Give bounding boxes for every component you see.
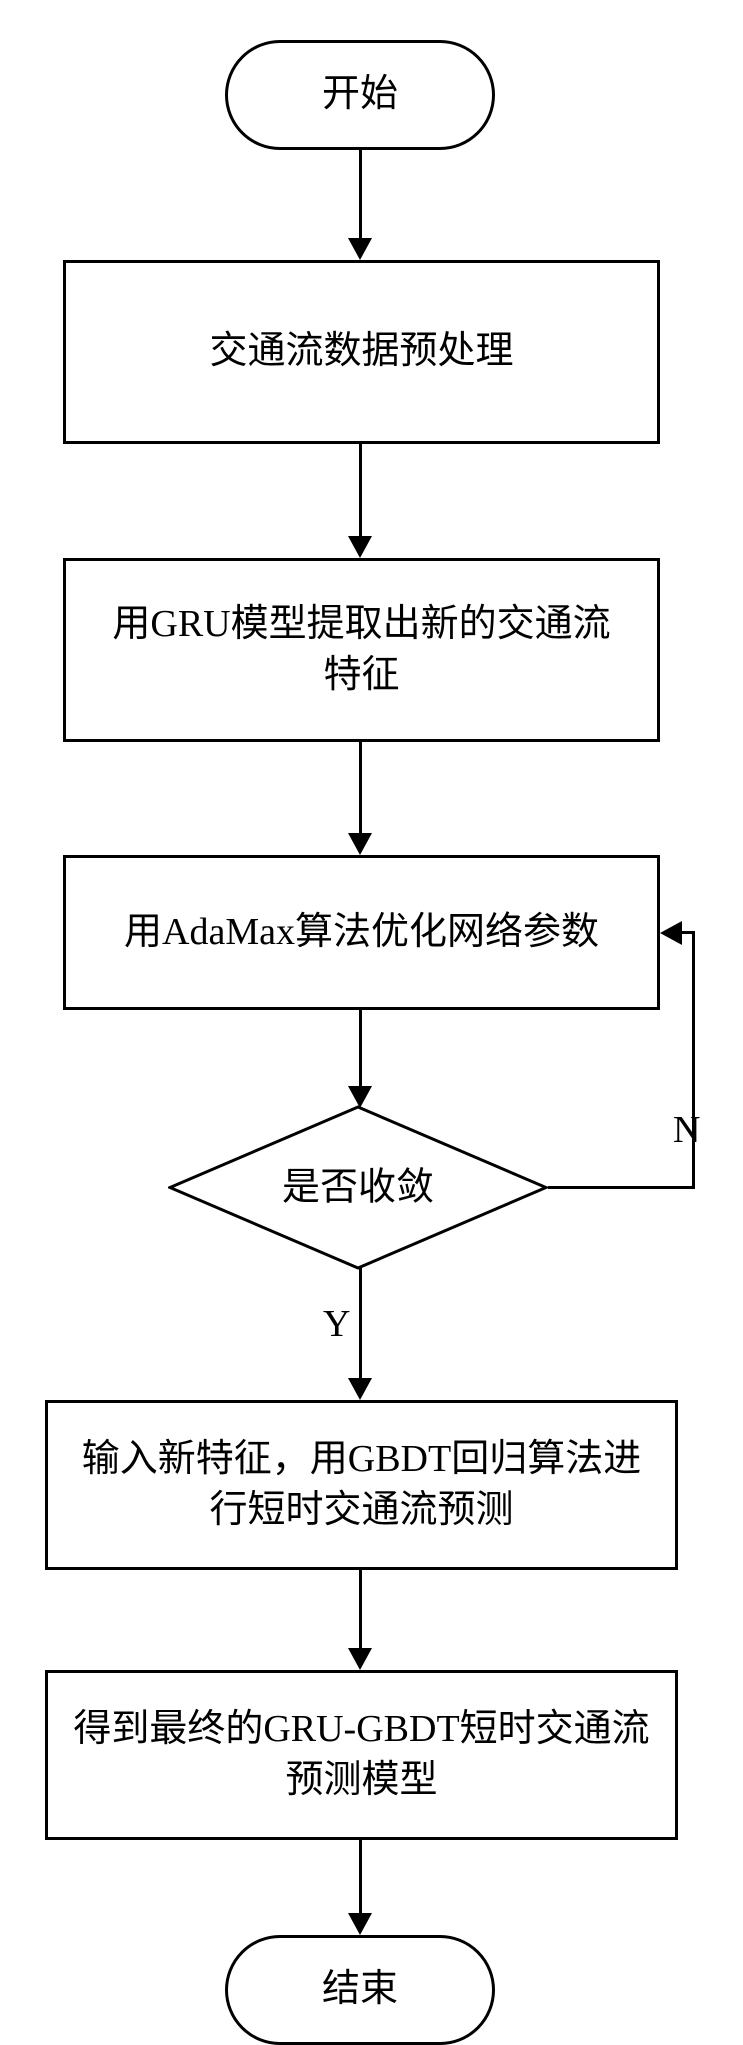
gru-node: 用GRU模型提取出新的交通流 特征 bbox=[63, 558, 660, 742]
end-node: 结束 bbox=[225, 1935, 495, 2045]
edge-label-n: N bbox=[673, 1108, 700, 1152]
adamax-node: 用AdaMax算法优化网络参数 bbox=[63, 855, 660, 1010]
end-label: 结束 bbox=[322, 1964, 398, 2015]
model-label: 得到最终的GRU-GBDT短时交通流 预测模型 bbox=[73, 1704, 649, 1807]
edge bbox=[359, 444, 362, 536]
edge bbox=[359, 1570, 362, 1648]
gbdt-label: 输入新特征，用GBDT回归算法进 行短时交通流预测 bbox=[82, 1434, 641, 1537]
arrowhead-icon bbox=[348, 1913, 372, 1935]
arrowhead-icon bbox=[348, 833, 372, 855]
converge-node: 是否收敛 bbox=[168, 1105, 548, 1270]
preprocess-node: 交通流数据预处理 bbox=[63, 260, 660, 444]
edge bbox=[359, 742, 362, 833]
preprocess-label: 交通流数据预处理 bbox=[209, 326, 513, 377]
edge bbox=[359, 1840, 362, 1913]
edge bbox=[359, 1010, 362, 1086]
converge-label: 是否收敛 bbox=[282, 1162, 434, 1213]
start-node: 开始 bbox=[225, 40, 495, 150]
arrowhead-icon bbox=[348, 1648, 372, 1670]
edge-y bbox=[359, 1268, 362, 1378]
model-node: 得到最终的GRU-GBDT短时交通流 预测模型 bbox=[45, 1670, 678, 1840]
edge-n bbox=[548, 1186, 695, 1189]
gru-label: 用GRU模型提取出新的交通流 特征 bbox=[112, 599, 610, 702]
arrowhead-icon bbox=[348, 536, 372, 558]
gbdt-node: 输入新特征，用GBDT回归算法进 行短时交通流预测 bbox=[45, 1400, 678, 1570]
edge bbox=[359, 150, 362, 238]
arrowhead-icon bbox=[348, 1378, 372, 1400]
arrowhead-icon bbox=[348, 238, 372, 260]
edge-n bbox=[680, 931, 695, 934]
adamax-label: 用AdaMax算法优化网络参数 bbox=[124, 907, 599, 958]
edge-label-y: Y bbox=[323, 1302, 350, 1346]
arrowhead-icon bbox=[660, 921, 682, 945]
start-label: 开始 bbox=[322, 69, 398, 120]
